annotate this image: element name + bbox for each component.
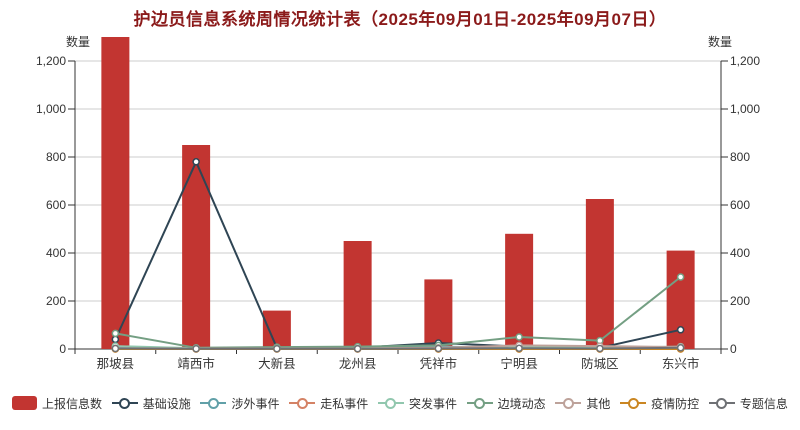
legend-line-marker-icon [620, 396, 647, 410]
data-point-边境动态-东兴市 [676, 273, 685, 281]
bar-大新县[interactable] [262, 310, 291, 349]
y-tick-label: 200 [46, 294, 66, 308]
y-tick-label: 1,000 [730, 102, 760, 116]
bar-靖西市[interactable] [182, 145, 211, 349]
bar-那坡县[interactable] [101, 37, 130, 349]
chart-title: 护边员信息系统周情况统计表（2025年09月01日-2025年09月07日） [133, 10, 667, 29]
y-tick-label: 600 [46, 198, 66, 212]
data-point-基础设施-靖西市 [192, 158, 200, 166]
legend-label: 专题信息 [739, 396, 788, 411]
y-axis-name-right: 数量 [707, 35, 732, 49]
x-tick-label: 防城区 [581, 356, 619, 371]
legend-item-边境动态[interactable]: 边境动态 [466, 395, 546, 412]
x-tick-label: 靖西市 [177, 356, 215, 371]
x-tick-label: 东兴市 [662, 356, 700, 371]
x-tick-label: 那坡县 [97, 357, 135, 371]
y-axis-name-left: 数量 [65, 35, 90, 49]
legend-item-基础设施[interactable]: 基础设施 [111, 395, 191, 412]
legend-label: 走私事件 [320, 396, 369, 411]
bar-东兴市[interactable] [666, 250, 695, 349]
x-tick-label: 龙州县 [339, 357, 377, 371]
y-tick-label: 600 [730, 198, 750, 212]
legend-line-marker-icon [555, 396, 582, 410]
data-point-专题信息-龙州县 [353, 345, 362, 353]
y-tick-label: 200 [730, 294, 750, 308]
data-point-专题信息-那坡县 [111, 344, 120, 353]
x-tick-label: 宁明县 [500, 356, 538, 371]
legend-line-marker-icon [466, 396, 493, 410]
y-tick-label: 800 [46, 150, 66, 164]
data-point-专题信息-防城区 [596, 344, 604, 353]
y-tick-label: 1,000 [36, 102, 66, 116]
x-tick-label: 大新县 [258, 356, 296, 371]
bar-防城区[interactable] [585, 199, 614, 349]
legend-label: 疫情防控 [651, 396, 700, 411]
legend-item-走私事件[interactable]: 走私事件 [289, 395, 368, 412]
legend-item-疫情防控[interactable]: 疫情防控 [620, 395, 699, 412]
legend-line-marker-icon [111, 396, 138, 410]
legend-item-上报信息数[interactable]: 上报信息数 [12, 395, 102, 412]
chart-plot-area: 0 200 400 600 800 1,000 1,200 0 200 400 600 800 1,00… [36, 37, 760, 371]
y-tick-label: 0 [730, 342, 737, 356]
legend-line-marker-icon [377, 396, 404, 410]
data-point-专题信息-靖西市 [192, 345, 200, 353]
legend-label: 基础设施 [142, 396, 191, 411]
legend-label: 上报信息数 [42, 396, 103, 411]
data-point-专题信息-东兴市 [676, 344, 685, 352]
legend-item-专题信息[interactable]: 专题信息 [708, 395, 788, 412]
data-point-边境动态-那坡县 [111, 329, 120, 338]
bar-宁明县[interactable] [505, 233, 534, 349]
legend-label: 其他 [586, 396, 611, 411]
legend-line-marker-icon [200, 396, 227, 410]
legend-item-涉外事件[interactable]: 涉外事件 [200, 395, 279, 412]
y-tick-label: 1,200 [730, 54, 760, 68]
line-series-专题信息 [115, 346, 681, 350]
y-tick-label: 400 [730, 246, 750, 260]
data-point-专题信息-大新县 [273, 345, 281, 353]
legend-label: 涉外事件 [231, 396, 280, 411]
bar-龙州县[interactable] [343, 241, 372, 349]
data-point-基础设施-东兴市 [676, 326, 685, 334]
legend-line-marker-icon [289, 396, 316, 410]
legend-item-突发事件[interactable]: 突发事件 [377, 395, 457, 412]
legend: 上报信息数 基础设施 涉外事件 走私事件 突发事件 边境动态 其他 疫情防控 专题信息 [12, 391, 788, 415]
bar-凭祥市[interactable] [424, 279, 453, 349]
y-tick-label: 0 [59, 342, 66, 356]
y-tick-label: 1,200 [36, 54, 66, 68]
legend-line-marker-icon [708, 396, 735, 410]
data-point-专题信息-凭祥市 [434, 344, 443, 353]
legend-bar-marker-icon [12, 396, 37, 410]
y-tick-label: 400 [46, 246, 66, 260]
data-point-专题信息-宁明县 [515, 344, 523, 353]
data-point-基础设施-那坡县 [111, 335, 120, 344]
y-tick-label: 800 [730, 150, 750, 164]
legend-label: 边境动态 [497, 396, 546, 411]
legend-label: 突发事件 [408, 396, 457, 411]
data-point-边境动态-宁明县 [515, 333, 523, 341]
legend-item-其他[interactable]: 其他 [555, 395, 610, 412]
x-tick-label: 凭祥市 [420, 356, 458, 371]
